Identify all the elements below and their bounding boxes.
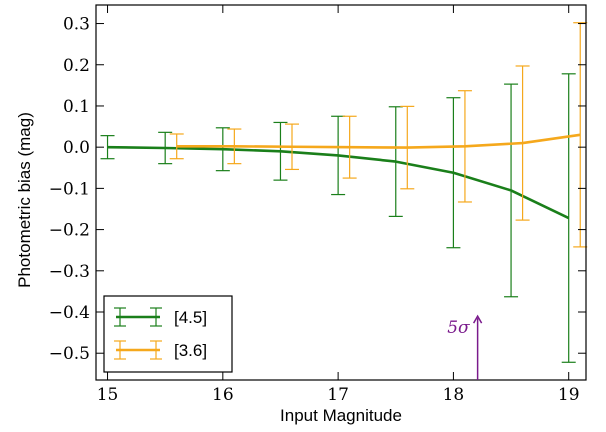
series-1: [169, 22, 588, 248]
y-tick-label: 0.0: [63, 138, 90, 158]
plot-content: [100, 22, 588, 363]
y-tick-label: −0.1: [49, 179, 90, 199]
y-tick-label: −0.3: [49, 262, 90, 282]
y-tick-label: −0.2: [49, 221, 90, 241]
plot-frame: [95, 4, 587, 381]
x-tick-label: 15: [97, 385, 119, 405]
series-line: [176, 133, 581, 149]
y-tick-label: −0.4: [49, 303, 90, 323]
x-tick-label: 19: [558, 385, 580, 405]
y-axis-label: Photometric bias (mag): [15, 112, 34, 288]
annotation-arrow: 5σ: [447, 314, 483, 380]
y-tick-label: 0.1: [63, 97, 90, 117]
legend-item: [4.5]: [114, 307, 207, 327]
series-0: [100, 73, 576, 363]
annotations: 5σ: [447, 314, 483, 380]
error-bar: [100, 135, 115, 160]
y-tick-label: −0.5: [49, 344, 90, 364]
axes: 15 16 17 18 19 0.3 0.2 0.1 0.0 −0.1 −0.2 −0.3 −0.4 −0…: [49, 5, 586, 405]
y-tick-label: 0.3: [63, 15, 90, 35]
x-axis-label: Input Magnitude: [280, 406, 402, 425]
legend-label: [4.5]: [174, 308, 207, 327]
annotation-label: 5σ: [447, 318, 470, 338]
x-tick-label: 17: [327, 385, 349, 405]
x-tick-label: 16: [212, 385, 234, 405]
legend: [4.5] [3.6]: [103, 295, 233, 373]
x-tick-label: 18: [443, 385, 465, 405]
legend-item: [3.6]: [114, 340, 207, 360]
legend-label: [3.6]: [174, 341, 207, 360]
y-tick-label: 0.2: [63, 56, 90, 76]
series-line: [107, 145, 570, 220]
